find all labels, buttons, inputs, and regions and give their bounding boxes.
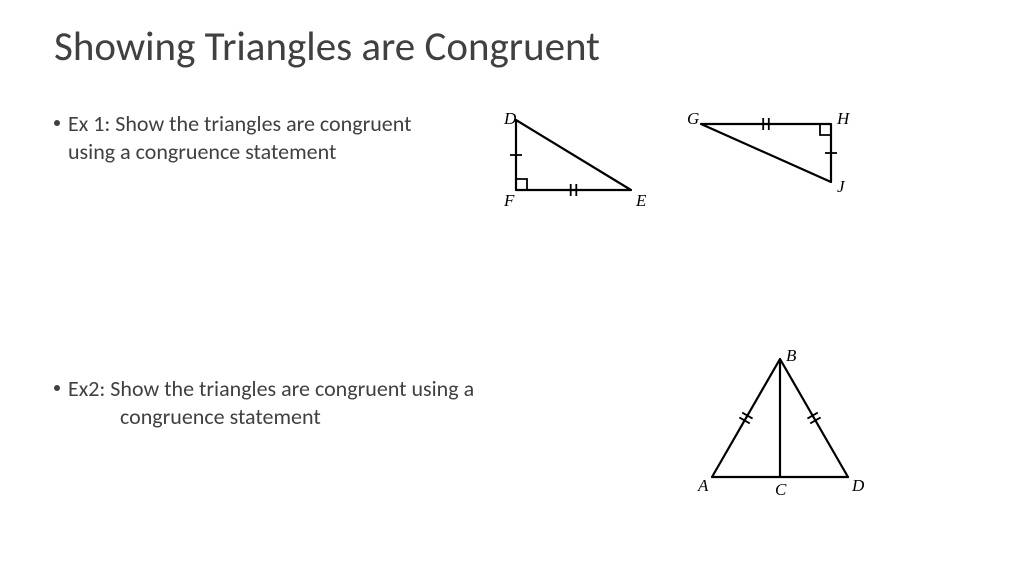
bullet-icon xyxy=(54,385,60,391)
svg-text:D: D xyxy=(503,110,517,128)
example-2-bullet: Ex2: Show the triangles are congruent us… xyxy=(54,375,598,430)
example-1-text: Ex 1: Show the triangles are congruent u… xyxy=(68,110,478,165)
example-1-line1: Ex 1: Show the triangles are congruent xyxy=(68,110,411,137)
example-2-text: Ex2: Show the triangles are congruent us… xyxy=(68,375,598,430)
example-2-figure: B A D C xyxy=(688,347,873,507)
svg-text:C: C xyxy=(775,480,787,499)
page-title: Showing Triangles are Congruent xyxy=(54,22,600,72)
svg-text:J: J xyxy=(837,177,846,196)
svg-text:G: G xyxy=(687,110,699,128)
triangle-abcd-diagram: B A D C xyxy=(688,347,873,507)
triangle-ghj-diagram: G H J xyxy=(681,110,861,205)
example-2-line2: congruence statement xyxy=(120,403,598,431)
bullet-icon xyxy=(54,120,60,126)
content-area: Ex 1: Show the triangles are congruent u… xyxy=(54,110,974,507)
example-2-row: Ex2: Show the triangles are congruent us… xyxy=(54,375,974,507)
example-1-bullet: Ex 1: Show the triangles are congruent u… xyxy=(54,110,478,165)
svg-text:A: A xyxy=(697,476,709,495)
example-1-figures: D F E G H J xyxy=(486,110,861,215)
svg-text:E: E xyxy=(635,191,647,210)
example-1-row: Ex 1: Show the triangles are congruent u… xyxy=(54,110,974,215)
svg-text:B: B xyxy=(786,347,797,365)
svg-text:H: H xyxy=(836,110,851,128)
example-1-line2: using a congruence statement xyxy=(68,138,336,165)
example-2-line1: Ex2: Show the triangles are congruent us… xyxy=(68,375,474,402)
svg-text:D: D xyxy=(851,476,865,495)
triangle-dfe-diagram: D F E xyxy=(486,110,661,215)
svg-text:F: F xyxy=(503,191,515,210)
